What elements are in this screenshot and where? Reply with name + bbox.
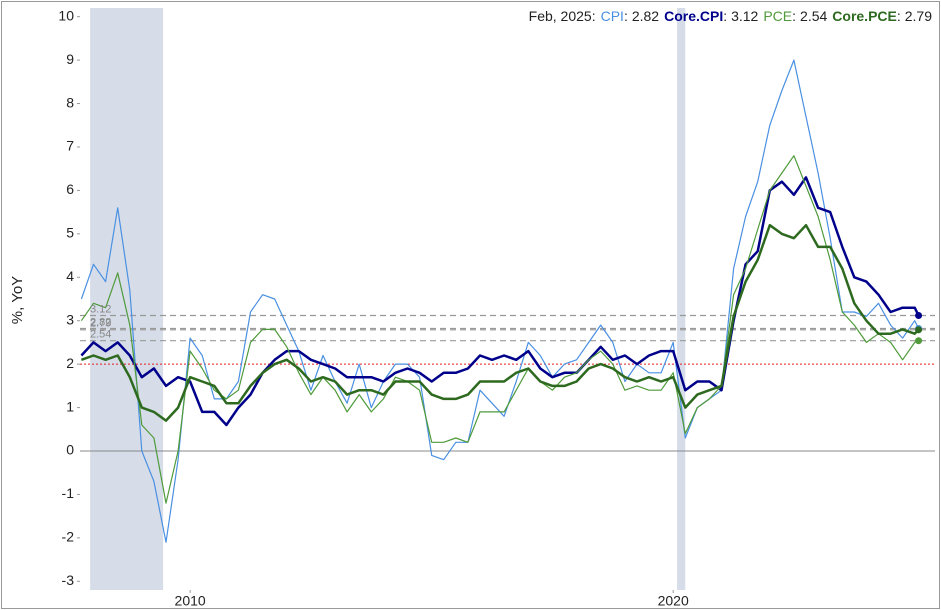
latest-value-label: 2.54 (90, 329, 111, 341)
legend-value: 2.79 (905, 8, 932, 24)
y-tick-label: 2 (66, 355, 74, 371)
y-tick-label: 8 (66, 94, 74, 110)
legend-separator: : (792, 8, 796, 24)
y-tick-label: 4 (66, 268, 74, 284)
end-point (915, 312, 923, 320)
legend-name: PCE (763, 8, 792, 24)
recession-band (90, 8, 164, 590)
legend-separator: : (624, 8, 628, 24)
latest-value-label: 2.82 (90, 316, 111, 328)
latest-value-label: 2.79 (90, 318, 111, 330)
end-point (915, 326, 923, 334)
legend-name: CPI (601, 8, 624, 24)
legend-name: Core.CPI (664, 8, 723, 24)
y-tick-label: 7 (66, 138, 74, 154)
series-line (80, 223, 920, 422)
legend-value: 2.82 (632, 8, 659, 24)
y-tick-label: 10 (58, 7, 74, 23)
legend-value: 3.12 (731, 8, 758, 24)
end-point (915, 337, 923, 345)
y-tick-label: -3 (62, 572, 75, 588)
legend-separator: : (723, 8, 727, 24)
y-tick-label: 5 (66, 225, 74, 241)
y-tick-label: 1 (66, 398, 74, 414)
x-tick-label: 2020 (658, 593, 689, 609)
recession-band (677, 8, 686, 590)
legend: Feb, 2025: CPI: 2.82 Core.CPI: 3.12 PCE: 2.54 C… (529, 8, 933, 24)
latest-value-label: 3.12 (90, 303, 111, 315)
y-tick-label: -2 (62, 529, 75, 545)
series-line (80, 176, 920, 427)
x-tick-label: 2010 (175, 593, 206, 609)
legend-separator: : (897, 8, 901, 24)
y-tick-label: 3 (66, 311, 74, 327)
legend-date: Feb, 2025: (529, 8, 596, 24)
y-axis-label: %, YoY (9, 276, 26, 324)
legend-name: Core.PCE (832, 8, 897, 24)
y-tick-label: 9 (66, 51, 74, 67)
legend-value: 2.54 (800, 8, 827, 24)
y-tick-label: -1 (62, 485, 75, 501)
y-tick-label: 0 (66, 442, 74, 458)
y-tick-label: 6 (66, 181, 74, 197)
